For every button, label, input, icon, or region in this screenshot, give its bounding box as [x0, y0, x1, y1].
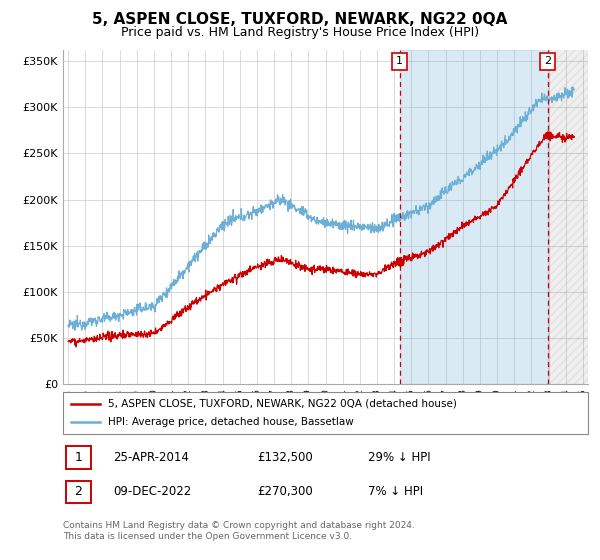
Text: £270,300: £270,300 [257, 486, 313, 498]
Text: Contains HM Land Registry data © Crown copyright and database right 2024.: Contains HM Land Registry data © Crown c… [63, 521, 415, 530]
Text: This data is licensed under the Open Government Licence v3.0.: This data is licensed under the Open Gov… [63, 532, 352, 541]
FancyBboxPatch shape [65, 480, 91, 503]
Text: £132,500: £132,500 [257, 451, 313, 464]
Text: 09-DEC-2022: 09-DEC-2022 [113, 486, 191, 498]
Text: 25-APR-2014: 25-APR-2014 [113, 451, 189, 464]
Text: Price paid vs. HM Land Registry's House Price Index (HPI): Price paid vs. HM Land Registry's House … [121, 26, 479, 39]
Text: 7% ↓ HPI: 7% ↓ HPI [367, 486, 422, 498]
Bar [400, 50, 548, 384]
FancyBboxPatch shape [63, 392, 588, 434]
Text: 2: 2 [74, 486, 82, 498]
Text: 5, ASPEN CLOSE, TUXFORD, NEWARK, NG22 0QA: 5, ASPEN CLOSE, TUXFORD, NEWARK, NG22 0Q… [92, 12, 508, 27]
FancyBboxPatch shape [65, 446, 91, 469]
Text: 1: 1 [396, 57, 403, 67]
Text: 2: 2 [544, 57, 551, 67]
Text: HPI: Average price, detached house, Bassetlaw: HPI: Average price, detached house, Bass… [107, 417, 353, 427]
Text: 5, ASPEN CLOSE, TUXFORD, NEWARK, NG22 0QA (detached house): 5, ASPEN CLOSE, TUXFORD, NEWARK, NG22 0Q… [107, 399, 457, 409]
Bar [548, 50, 588, 384]
Text: 1: 1 [74, 451, 82, 464]
Text: 29% ↓ HPI: 29% ↓ HPI [367, 451, 430, 464]
